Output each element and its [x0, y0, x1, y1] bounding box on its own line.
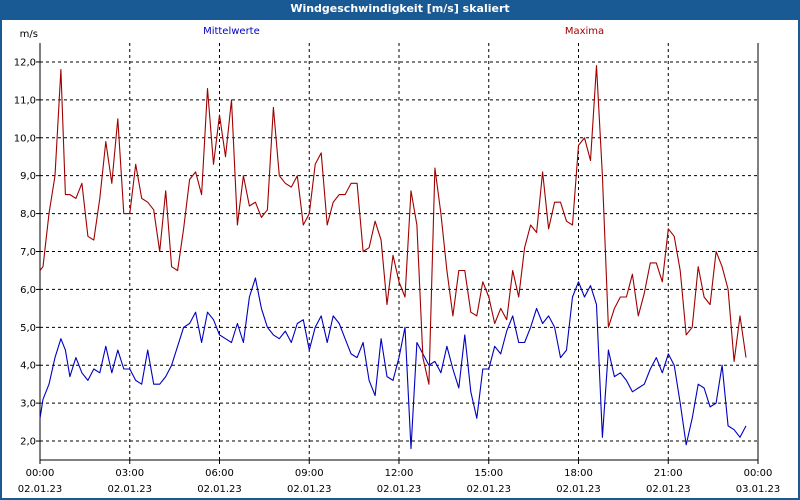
- y-tick-label: 7,0: [20, 247, 36, 258]
- y-tick-label: 6,0: [20, 285, 36, 296]
- y-tick-label: 11,0: [14, 95, 36, 106]
- x-tick-time: 12:00: [385, 468, 414, 479]
- x-tick-time: 21:00: [654, 468, 683, 479]
- y-axis-unit-label: m/s: [20, 29, 38, 40]
- y-tick-label: 4,0: [20, 361, 36, 372]
- x-tick-date: 02.01.23: [466, 484, 511, 495]
- x-tick-date: 02.01.23: [287, 484, 332, 495]
- legend-mittelwerte: Mittelwerte: [203, 26, 260, 37]
- window-title: Windgeschwindigkeit [m/s] skaliert: [290, 2, 510, 15]
- x-tick-time: 00:00: [26, 468, 55, 479]
- y-tick-label: 3,0: [20, 399, 36, 410]
- legend-maxima: Maxima: [565, 26, 604, 37]
- x-tick-date: 02.01.23: [377, 484, 422, 495]
- y-tick-label: 12,0: [14, 57, 36, 68]
- x-tick-date: 02.01.23: [197, 484, 242, 495]
- x-tick-date: 02.01.23: [18, 484, 63, 495]
- x-tick-time: 06:00: [205, 468, 234, 479]
- series-line-maxima: [39, 65, 747, 385]
- x-tick-date: 02.01.23: [646, 484, 691, 495]
- x-tick-time: 09:00: [295, 468, 324, 479]
- y-tick-label: 10,0: [14, 133, 36, 144]
- x-tick-time: 03:00: [115, 468, 144, 479]
- x-tick-date: 02.01.23: [107, 484, 152, 495]
- x-tick-time: 18:00: [564, 468, 593, 479]
- chart-panel: 2,0 3,0 4,0 5,0 6,0 7,0 8,0 9,0 10,0 11,0 12,0 00:0…: [2, 20, 798, 498]
- x-tick-time: 00:00: [744, 468, 773, 479]
- wind-speed-chart: 2,0 3,0 4,0 5,0 6,0 7,0 8,0 9,0 10,0 11,0 12,0 00:0…: [14, 26, 781, 495]
- y-tick-label: 2,0: [20, 437, 36, 448]
- y-tick-label: 8,0: [20, 209, 36, 220]
- x-tick-date: 03.01.23: [736, 484, 781, 495]
- x-tick-date: 02.01.23: [556, 484, 601, 495]
- x-tick-time: 15:00: [474, 468, 503, 479]
- series-line-mittelwerte: [39, 277, 747, 450]
- y-tick-label: 5,0: [20, 323, 36, 334]
- y-tick-label: 9,0: [20, 171, 36, 182]
